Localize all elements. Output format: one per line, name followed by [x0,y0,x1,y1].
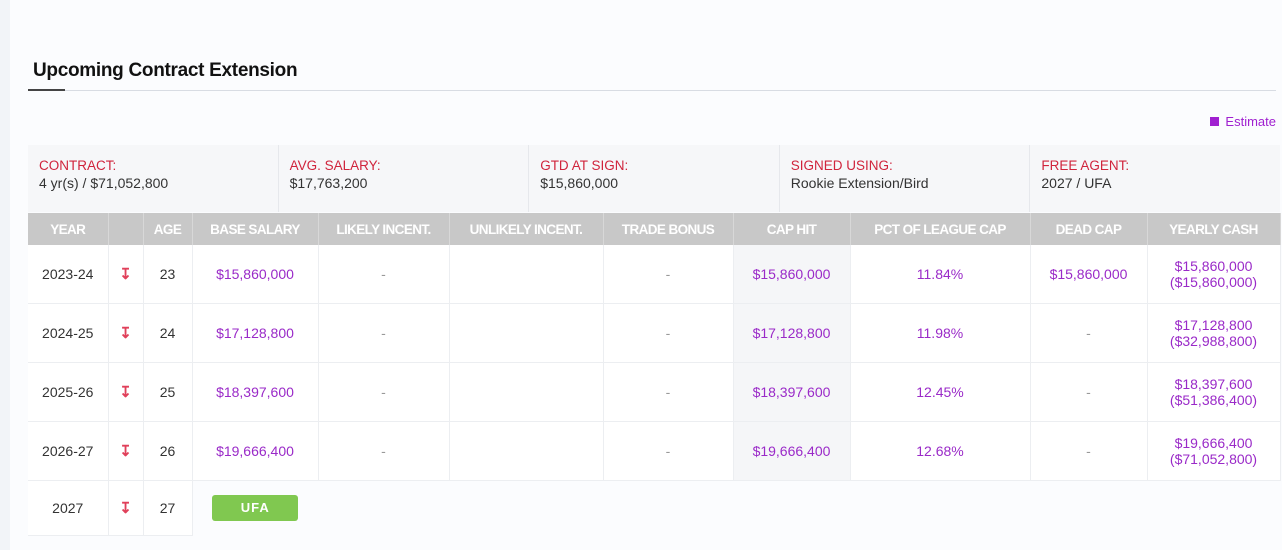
dead-cap-cell: - [1030,421,1148,481]
column-header[interactable] [108,213,144,245]
year-cell: 2027 [28,480,109,536]
likely-incentive-cell: - [318,421,450,481]
summary-item: FREE AGENT: 2027 / UFA [1030,145,1280,212]
summary-label: FREE AGENT: [1041,158,1130,173]
age-cell: 25 [143,362,193,422]
arrow-down-icon[interactable]: ↧ [108,245,144,304]
unlikely-incentive-cell [449,245,604,304]
summary-label: SIGNED USING: [790,158,893,173]
column-header[interactable]: AGE [143,213,193,245]
pct-league-cap-cell: 12.68% [850,421,1031,481]
contract-table: YEAR AGE BASE SALARY LIKELY INCENT. UNLIKELY… [28,213,1281,536]
summary-item: CONTRACT: 4 yr(s) / $71,052,800 [28,145,279,212]
column-header[interactable]: YEAR [28,213,109,245]
title-divider [28,90,1276,91]
age-cell: 26 [143,421,193,481]
cumulative-cash: ($51,386,400) [1169,392,1258,408]
trade-bonus-cell: - [603,362,734,422]
column-header[interactable]: CAP HIT [733,213,851,245]
likely-incentive-cell: - [318,245,450,304]
arrow-down-icon[interactable]: ↧ [108,480,144,536]
cumulative-cash: ($32,988,800) [1169,333,1258,349]
unlikely-incentive-cell [449,362,604,422]
pct-league-cap-cell: 12.45% [850,362,1031,422]
base-salary-cell: $17,128,800 [192,303,319,363]
column-header[interactable]: DEAD CAP [1030,213,1148,245]
yearly-cash: $17,128,800 [1174,317,1253,333]
ufa-badge: UFA [212,495,299,522]
yearly-cash-cell: $18,397,600 ($51,386,400) [1147,362,1281,422]
likely-incentive-cell: - [318,362,450,422]
summary-value: 2027 / UFA [1041,175,1112,191]
dead-cap-cell: - [1030,362,1148,422]
year-cell: 2025-26 [28,362,109,422]
trade-bonus-cell: - [603,421,734,481]
column-header[interactable]: LIKELY INCENT. [318,213,450,245]
section-title: Upcoming Contract Extension [33,60,298,81]
table-row: 2025-26 ↧ 25 $18,397,600 - - $18,397,600… [28,362,1281,422]
estimate-swatch [1210,117,1220,126]
unlikely-incentive-cell [449,303,604,363]
summary-label: AVG. SALARY: [289,158,381,173]
likely-incentive-cell: - [318,303,450,363]
yearly-cash: $15,860,000 [1174,258,1253,274]
pct-league-cap-cell: 11.98% [850,303,1031,363]
year-cell: 2026-27 [28,421,109,481]
dead-cap-cell: - [1030,303,1148,363]
summary-value: Rookie Extension/Bird [790,175,929,191]
contract-summary: CONTRACT: 4 yr(s) / $71,052,800 AVG. SAL… [28,145,1280,212]
left-edge [0,0,10,550]
table-row-free-agency: 2027 ↧ 27 UFA [28,480,1280,536]
dead-cap-cell: $15,860,000 [1030,245,1148,304]
yearly-cash-cell: $17,128,800 ($32,988,800) [1147,303,1281,363]
cumulative-cash: ($15,860,000) [1169,274,1258,290]
trade-bonus-cell: - [603,303,734,363]
cap-hit-cell: $15,860,000 [733,245,851,304]
column-header[interactable]: UNLIKELY INCENT. [449,213,604,245]
base-salary-cell: $15,860,000 [192,245,319,304]
yearly-cash: $18,397,600 [1174,376,1253,392]
yearly-cash-cell: $15,860,000 ($15,860,000) [1147,245,1281,304]
summary-label: GTD AT SIGN: [540,158,629,173]
age-cell: 24 [143,303,193,363]
unlikely-incentive-cell [449,421,604,481]
summary-value: 4 yr(s) / $71,052,800 [39,175,169,191]
arrow-down-icon[interactable]: ↧ [108,362,144,422]
summary-item: SIGNED USING: Rookie Extension/Bird [780,145,1031,212]
yearly-cash: $19,666,400 [1174,435,1253,451]
trade-bonus-cell: - [603,245,734,304]
year-cell: 2023-24 [28,245,109,304]
year-cell: 2024-25 [28,303,109,363]
summary-value: $15,860,000 [540,175,619,191]
column-header[interactable]: BASE SALARY [192,213,319,245]
table-header: YEAR AGE BASE SALARY LIKELY INCENT. UNLIKELY… [28,213,1281,245]
summary-label: CONTRACT: [39,158,117,173]
arrow-down-icon[interactable]: ↧ [108,303,144,363]
cap-hit-cell: $19,666,400 [733,421,851,481]
age-cell: 23 [143,245,193,304]
cap-hit-cell: $17,128,800 [733,303,851,363]
table-row: 2024-25 ↧ 24 $17,128,800 - - $17,128,800… [28,303,1281,363]
estimate-label: Estimate [1225,114,1276,129]
title-underline [28,89,65,91]
age-cell: 27 [143,480,193,536]
estimate-legend: Estimate [1210,114,1276,129]
column-header[interactable]: TRADE BONUS [603,213,734,245]
base-salary-cell: $18,397,600 [192,362,319,422]
column-header[interactable]: PCT OF LEAGUE CAP [850,213,1031,245]
cumulative-cash: ($71,052,800) [1169,451,1258,467]
cap-hit-cell: $18,397,600 [733,362,851,422]
table-row: 2023-24 ↧ 23 $15,860,000 - - $15,860,000… [28,245,1281,304]
summary-value: $17,763,200 [289,175,368,191]
arrow-down-icon[interactable]: ↧ [108,421,144,481]
base-salary-cell: $19,666,400 [192,421,319,481]
column-header[interactable]: YEARLY CASH [1147,213,1281,245]
yearly-cash-cell: $19,666,400 ($71,052,800) [1147,421,1281,481]
summary-item: GTD AT SIGN: $15,860,000 [529,145,780,212]
pct-league-cap-cell: 11.84% [850,245,1031,304]
summary-item: AVG. SALARY: $17,763,200 [279,145,530,212]
table-row: 2026-27 ↧ 26 $19,666,400 - - $19,666,400… [28,421,1281,481]
